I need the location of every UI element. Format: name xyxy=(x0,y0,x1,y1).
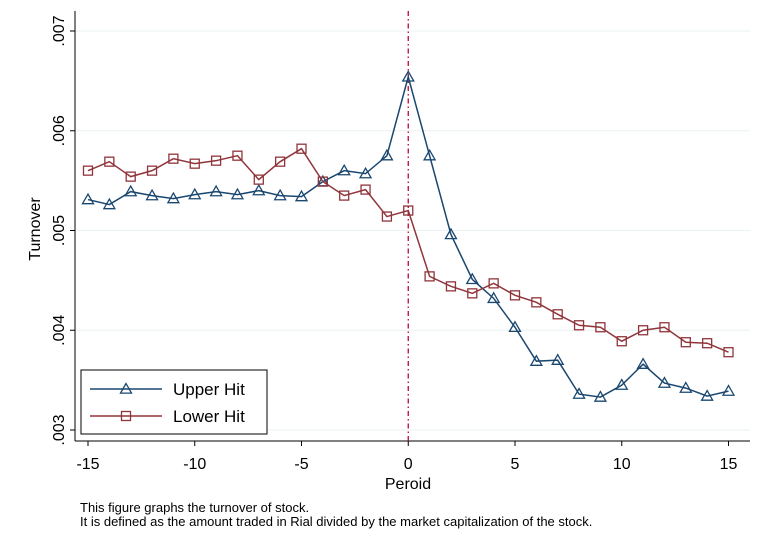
data-point-upper-hit xyxy=(294,189,309,202)
data-point-lower-hit xyxy=(168,153,179,164)
y-tick-label: .003 xyxy=(51,414,68,445)
data-point-upper-hit xyxy=(700,389,714,401)
legend-marker-upper-hit xyxy=(119,382,133,394)
data-point-lower-hit xyxy=(381,211,393,222)
data-point-upper-hit xyxy=(422,148,437,161)
data-point-upper-hit xyxy=(230,187,245,200)
data-point-upper-hit xyxy=(572,387,586,399)
data-point-lower-hit xyxy=(360,184,371,195)
legend-label-upper-hit: Upper Hit xyxy=(173,380,245,399)
data-point-lower-hit xyxy=(637,325,649,336)
legend-box xyxy=(80,369,268,435)
data-point-upper-hit xyxy=(444,227,458,240)
x-tick-label: 5 xyxy=(511,456,520,473)
data-point-lower-hit xyxy=(702,338,713,349)
data-point-upper-hit xyxy=(273,188,287,201)
data-point-upper-hit xyxy=(358,166,373,179)
data-point-upper-hit xyxy=(209,184,223,197)
data-point-lower-hit xyxy=(509,290,521,301)
data-point-lower-hit xyxy=(274,156,286,167)
data-point-lower-hit xyxy=(253,174,264,185)
data-point-upper-hit xyxy=(636,357,650,369)
x-tick-label: -10 xyxy=(183,456,206,473)
data-point-upper-hit xyxy=(380,148,394,161)
data-point-lower-hit xyxy=(659,322,670,333)
data-point-lower-hit xyxy=(488,278,499,289)
data-point-upper-hit xyxy=(593,390,608,402)
data-point-upper-hit xyxy=(679,381,693,393)
y-tick-label: .005 xyxy=(51,215,68,246)
y-tick-label: .006 xyxy=(51,115,68,146)
data-point-lower-hit xyxy=(403,205,414,216)
data-point-lower-hit xyxy=(146,165,158,176)
legend-marker-lower-hit xyxy=(120,410,132,422)
data-point-upper-hit xyxy=(721,384,736,396)
data-point-lower-hit xyxy=(595,322,606,333)
x-tick-label: 10 xyxy=(613,456,631,473)
data-point-lower-hit xyxy=(531,297,542,308)
data-point-lower-hit xyxy=(573,320,585,331)
data-point-lower-hit xyxy=(723,347,734,358)
data-point-upper-hit xyxy=(145,188,159,201)
data-point-upper-hit xyxy=(337,163,351,176)
data-point-lower-hit xyxy=(616,336,627,347)
x-axis-ticks: -15 -10 -5 0 5 10 15 xyxy=(76,441,738,473)
data-point-upper-hit xyxy=(252,183,266,196)
data-point-lower-hit xyxy=(210,155,222,166)
data-point-lower-hit xyxy=(445,281,457,292)
data-point-lower-hit xyxy=(424,271,435,282)
series-group xyxy=(81,70,736,402)
legend-label-lower-hit: Lower Hit xyxy=(173,407,245,426)
x-tick-label: -15 xyxy=(76,456,99,473)
data-point-lower-hit xyxy=(467,288,478,299)
series-line-lower-hit xyxy=(87,147,729,353)
data-point-upper-hit xyxy=(508,320,522,333)
x-tick-label: -5 xyxy=(294,456,308,473)
data-point-lower-hit xyxy=(680,337,691,348)
data-point-upper-hit xyxy=(124,184,138,197)
data-point-lower-hit xyxy=(189,158,200,169)
data-point-upper-hit xyxy=(401,70,415,82)
data-point-upper-hit xyxy=(529,354,543,366)
data-point-upper-hit xyxy=(657,376,672,388)
data-point-upper-hit xyxy=(465,272,479,285)
data-point-lower-hit xyxy=(232,150,243,161)
data-point-upper-hit xyxy=(551,353,565,365)
x-tick-label: 15 xyxy=(720,456,738,473)
data-point-upper-hit xyxy=(102,197,116,210)
y-tick-label: .007 xyxy=(51,15,68,46)
data-point-lower-hit xyxy=(552,309,563,320)
caption-line-1: This figure graphs the turnover of stock… xyxy=(80,500,310,515)
data-point-upper-hit xyxy=(615,378,629,390)
y-axis-ticks: .003 .004 .005 .006 .007 xyxy=(51,15,75,446)
legend: Upper Hit Lower Hit xyxy=(80,369,268,435)
data-point-lower-hit xyxy=(125,171,136,182)
data-point-upper-hit xyxy=(166,191,181,204)
series-line-upper-hit xyxy=(87,74,729,398)
data-point-upper-hit xyxy=(81,192,95,205)
x-axis-label: Peroid xyxy=(385,476,431,493)
series-lower-hit xyxy=(82,143,734,358)
series-upper-hit xyxy=(81,70,736,402)
y-axis-label: Turnover xyxy=(27,197,44,261)
data-point-upper-hit xyxy=(188,187,202,200)
data-point-lower-hit xyxy=(296,143,307,154)
data-point-lower-hit xyxy=(104,156,115,167)
data-point-lower-hit xyxy=(317,176,329,187)
caption-line-2: It is defined as the amount traded in Ri… xyxy=(80,514,593,529)
data-point-lower-hit xyxy=(82,165,94,176)
data-point-upper-hit xyxy=(487,291,501,304)
y-tick-label: .004 xyxy=(51,315,68,346)
x-tick-label: 0 xyxy=(404,456,413,473)
data-point-lower-hit xyxy=(339,190,350,201)
